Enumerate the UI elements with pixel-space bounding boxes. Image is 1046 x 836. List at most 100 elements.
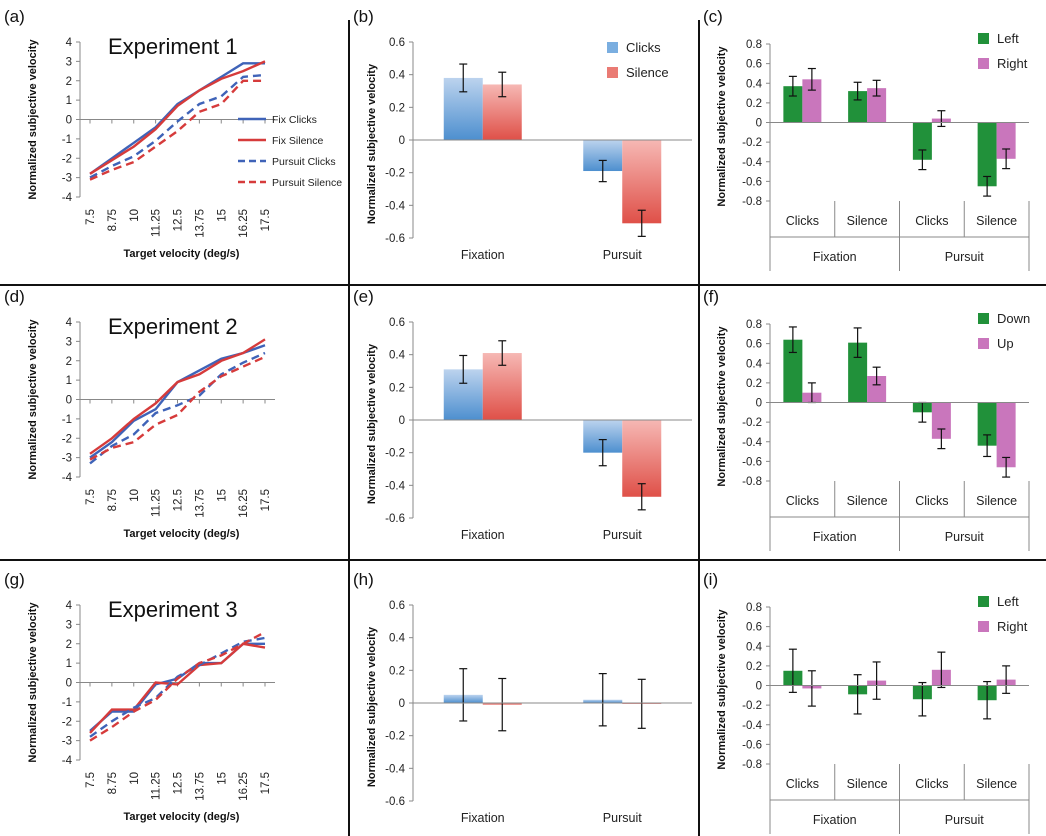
series-line: [89, 636, 266, 738]
y-axis-label: Normalized subjective velocity: [27, 39, 39, 200]
panel-letter: (d): [4, 287, 25, 306]
category-label: Silence: [976, 494, 1017, 508]
y-tick-label: 1: [66, 375, 72, 387]
bar: [996, 402, 1016, 468]
y-tick-label: 3: [66, 619, 72, 631]
y-tick-label: -1: [62, 414, 72, 426]
y-tick-label: 0.6: [389, 317, 405, 329]
y-axis-label: Normalized subjective velocity: [366, 626, 378, 787]
panel-letter: (h): [353, 570, 374, 589]
category-label: Clicks: [786, 777, 819, 791]
y-tick-label: 0: [66, 678, 72, 690]
x-tick-label: 11.25: [151, 489, 163, 517]
y-tick-label: 0.6: [746, 339, 762, 351]
line-chart-panel: (g) Experiment 3 -4 -3 -2 -1 0 1 2 3 4 7.5 8.75 10 11.…: [4, 570, 275, 823]
y-tick-label: -4: [62, 192, 73, 204]
group-label: Fixation: [813, 250, 857, 264]
y-tick-label: 0.2: [746, 98, 762, 110]
y-tick-label: 0.4: [746, 358, 763, 370]
panel-letter: (a): [4, 7, 25, 26]
y-tick-label: -0.4: [385, 480, 405, 492]
experiment-title: Experiment 1: [108, 34, 238, 59]
legend-swatch: [607, 42, 618, 53]
y-tick-label: 0: [399, 415, 405, 427]
line-chart-panel: (a) Experiment 1 -4 -3 -2 -1 0 1 2 3 4 7.5 8.75 10 11.…: [4, 7, 342, 260]
legend-label: Down: [997, 311, 1030, 326]
bar-chart-panel: (c) -0.8 -0.6 -0.4 -0.2 0 0.2 0.4 0.6 0.8 Clicks Si…: [703, 7, 1030, 271]
category-label: Clicks: [915, 494, 948, 508]
x-tick-label: 8.75: [107, 489, 119, 511]
legend-swatch: [978, 313, 989, 324]
y-tick-label: -1: [62, 697, 72, 709]
group-label: Pursuit: [945, 250, 984, 264]
series-line: [89, 73, 266, 179]
x-tick-label: 12.5: [173, 209, 185, 231]
x-tick-label: 13.75: [194, 772, 206, 801]
y-tick-label: 0.2: [746, 378, 762, 390]
y-axis-label: Normalized subjective velocity: [716, 46, 728, 207]
y-tick-label: -0.6: [742, 739, 762, 751]
y-tick-label: 2: [66, 356, 72, 368]
category-label: Silence: [847, 214, 888, 228]
bar-chart-panel: (f) -0.8 -0.6 -0.4 -0.2 0 0.2 0.4 0.6 0.8 Clicks Si…: [703, 287, 1030, 551]
legend-label: Fix Silence: [272, 135, 324, 147]
legend-label: Up: [997, 336, 1014, 351]
bar: [622, 140, 662, 224]
category-label: Clicks: [915, 214, 948, 228]
bar: [912, 122, 932, 160]
x-tick-label: 13.75: [194, 209, 206, 238]
legend-label: Right: [997, 619, 1028, 634]
y-tick-label: -3: [62, 736, 72, 748]
x-tick-label: 15: [216, 772, 228, 785]
series-line: [89, 338, 266, 455]
y-tick-label: 0.8: [746, 602, 762, 614]
bar: [802, 79, 822, 123]
x-tick-label: 8.75: [107, 209, 119, 231]
y-tick-label: 0.2: [746, 661, 762, 673]
y-tick-label: -0.2: [385, 168, 405, 180]
category-label: Pursuit: [603, 528, 642, 542]
x-tick-label: 10: [129, 489, 141, 502]
y-tick-label: 0: [756, 118, 762, 130]
y-tick-label: -0.2: [742, 700, 762, 712]
y-tick-label: 0.6: [389, 37, 405, 49]
y-tick-label: 0.4: [389, 350, 406, 362]
y-tick-label: -0.6: [742, 456, 762, 468]
legend-label: Left: [997, 31, 1019, 46]
y-axis-label: Normalized subjective velocity: [366, 63, 378, 224]
y-tick-label: -0.4: [742, 720, 762, 732]
experiment-title: Experiment 3: [108, 597, 238, 622]
experiment-title: Experiment 2: [108, 314, 238, 339]
y-tick-label: -3: [62, 173, 72, 185]
x-tick-label: 17.5: [260, 209, 272, 231]
y-tick-label: -0.4: [742, 157, 762, 169]
x-tick-label: 10: [129, 209, 141, 222]
y-axis-label: Normalized subjective velocity: [716, 326, 728, 487]
y-axis-label: Normalized subjective velocity: [27, 602, 39, 763]
legend-swatch: [978, 338, 989, 349]
bar: [848, 91, 868, 123]
legend-label: Pursuit Clicks: [272, 156, 336, 168]
y-tick-label: 0: [66, 395, 72, 407]
y-tick-label: 0: [756, 681, 762, 693]
legend-label: Pursuit Silence: [272, 177, 342, 189]
y-tick-label: -3: [62, 453, 72, 465]
bar-chart-panel: (i) -0.8 -0.6 -0.4 -0.2 0 0.2 0.4 0.6 0.8 Clicks Si…: [703, 570, 1030, 834]
y-tick-label: 0.6: [746, 59, 762, 71]
y-tick-label: 0: [399, 135, 405, 147]
legend-swatch: [978, 621, 989, 632]
y-tick-label: 0.4: [746, 78, 763, 90]
legend-label: Right: [997, 56, 1028, 71]
panel-letter: (f): [703, 287, 719, 306]
y-tick-label: 0.2: [389, 382, 405, 394]
y-tick-label: -0.6: [385, 513, 405, 525]
y-tick-label: 0.6: [389, 600, 405, 612]
y-tick-label: -0.2: [742, 137, 762, 149]
y-axis-label: Normalized subjective velocity: [716, 609, 728, 770]
group-label: Pursuit: [945, 530, 984, 544]
x-tick-label: 15: [216, 209, 228, 222]
x-tick-label: 7.5: [85, 489, 97, 505]
y-tick-label: -0.8: [742, 196, 762, 208]
x-tick-label: 11.25: [151, 772, 163, 800]
legend-swatch: [978, 33, 989, 44]
